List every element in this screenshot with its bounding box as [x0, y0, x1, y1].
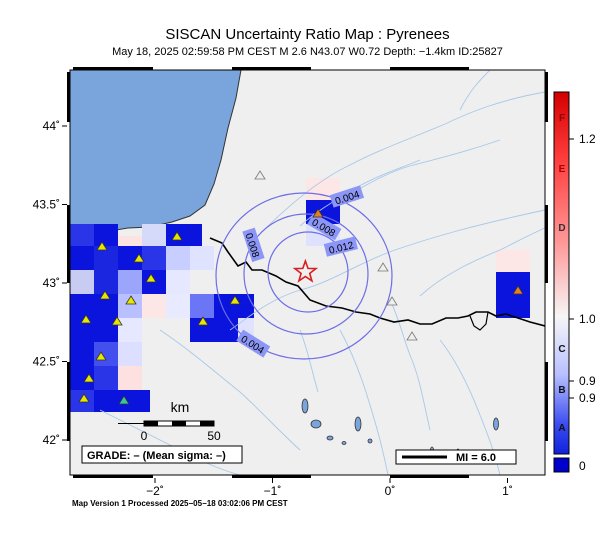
uncertainty-grid [70, 178, 530, 412]
mi-box: MI = 6.0 [395, 449, 517, 465]
map-title: SISCAN Uncertainty Ratio Map : Pyrenees [165, 26, 450, 43]
colorbar-zero-swatch [553, 457, 570, 473]
processing-footer: Map Version 1 Processed 2025−05−18 03:02… [72, 499, 288, 508]
x-tick-label: −1˚ [264, 484, 282, 498]
colorbar-value: 1.2 [579, 132, 595, 146]
grid-cell [70, 294, 94, 318]
colorbar-value: 1.0 [579, 312, 595, 326]
station-marker [83, 373, 95, 383]
x-axis-ticks: −2˚ −1˚ 0˚ 1˚ [146, 478, 513, 498]
y-tick-label: 43.5˚ [33, 198, 60, 212]
y-axis-ticks: 44˚ 43.5˚ 43˚ 42.5˚ 42˚ [33, 119, 67, 447]
colorbar-value: 0.9 [579, 391, 595, 405]
grid-cell [70, 342, 94, 366]
x-tick-label: −2˚ [146, 484, 164, 498]
colorbar-letter: F [559, 113, 565, 124]
sea-bay-of-biscay [70, 70, 241, 232]
x-tick-label: 1˚ [502, 484, 513, 498]
colorbar-letter: B [558, 385, 565, 396]
grid-cell [166, 270, 190, 294]
station-marker [312, 208, 324, 218]
station-marker [377, 262, 389, 272]
grid-cell [306, 178, 340, 200]
station-marker [78, 393, 90, 403]
station-marker [145, 273, 157, 283]
station-marker [406, 331, 418, 341]
grid-cell [70, 246, 94, 270]
station-marker [386, 296, 398, 306]
scale-bar-unit: km [171, 399, 190, 415]
grid-cell [166, 246, 190, 270]
country-border [209, 237, 545, 327]
grid-cell [214, 318, 238, 342]
colorbar-letter: C [558, 344, 565, 355]
station-marker [171, 231, 183, 241]
mi-text: MI = 6.0 [456, 452, 496, 464]
map-frame [67, 67, 548, 478]
grid-cell [190, 294, 214, 318]
grade-text: GRADE: – (Mean sigma: –) [87, 450, 226, 462]
scale-tick-50: 50 [207, 429, 221, 443]
grid-cell [118, 270, 142, 294]
grid-cell [94, 342, 118, 366]
colorbar-value: 0 [579, 459, 586, 473]
grade-box: GRADE: – (Mean sigma: –) [81, 445, 243, 464]
y-tick-label: 42˚ [43, 433, 60, 447]
contour-labels: 0.004 0.008 0.012 0.008 0.004 [236, 185, 365, 358]
grid-cell [166, 294, 190, 318]
station-marker [80, 314, 92, 324]
grid-cell [496, 272, 530, 318]
y-tick-label: 44˚ [43, 119, 60, 133]
station-marker [197, 316, 209, 326]
colorbar-letter: D [558, 223, 565, 234]
station-marker [95, 351, 107, 361]
map-subtitle: May 18, 2025 02:59:58 PM CEST M 2.6 N43.… [112, 46, 503, 58]
grid-cell [142, 224, 166, 246]
scale-bar: km 0 50 [118, 399, 221, 443]
y-tick-label: 43˚ [43, 276, 60, 290]
grid-cell [118, 366, 142, 390]
colorbar-letter: E [559, 164, 566, 175]
grid-cell [142, 294, 166, 318]
station-marker [96, 241, 108, 251]
y-tick-label: 42.5˚ [33, 355, 60, 369]
grid-cell [118, 390, 150, 412]
grid-cell [118, 318, 142, 342]
x-tick-label: 0˚ [385, 484, 396, 498]
stations [78, 170, 524, 405]
grid-cell [94, 224, 118, 246]
scale-tick-0: 0 [141, 429, 148, 443]
epicenter-star [292, 258, 319, 283]
grid-cell [70, 270, 94, 294]
grid-cell [142, 246, 166, 270]
grid-cell [94, 270, 118, 294]
station-marker [118, 395, 130, 405]
station-marker [99, 290, 111, 300]
colorbar: F E D C B A 1.2 1.0 0.9 0.9 0 [553, 91, 595, 473]
grid-cell [94, 390, 118, 412]
grid-cell [166, 224, 202, 246]
station-marker [111, 316, 123, 326]
grid-cell [190, 246, 214, 270]
colorbar-gradient [553, 91, 570, 455]
uncertainty-contours [215, 192, 393, 360]
andorra-border [469, 311, 489, 331]
grid-cell [118, 236, 142, 246]
colorbar-value: 0.9 [579, 374, 595, 388]
station-marker [125, 295, 137, 305]
grid-cell [94, 366, 118, 390]
grid-cell [118, 342, 142, 366]
map-area: 0.004 0.008 0.012 0.008 0.004 [70, 70, 545, 475]
grid-cell [70, 224, 94, 246]
station-marker [229, 295, 241, 305]
station-marker [133, 253, 145, 263]
station-marker [512, 285, 524, 295]
station-marker [254, 170, 266, 180]
colorbar-letter: A [558, 423, 565, 434]
grid-cell [496, 250, 530, 272]
